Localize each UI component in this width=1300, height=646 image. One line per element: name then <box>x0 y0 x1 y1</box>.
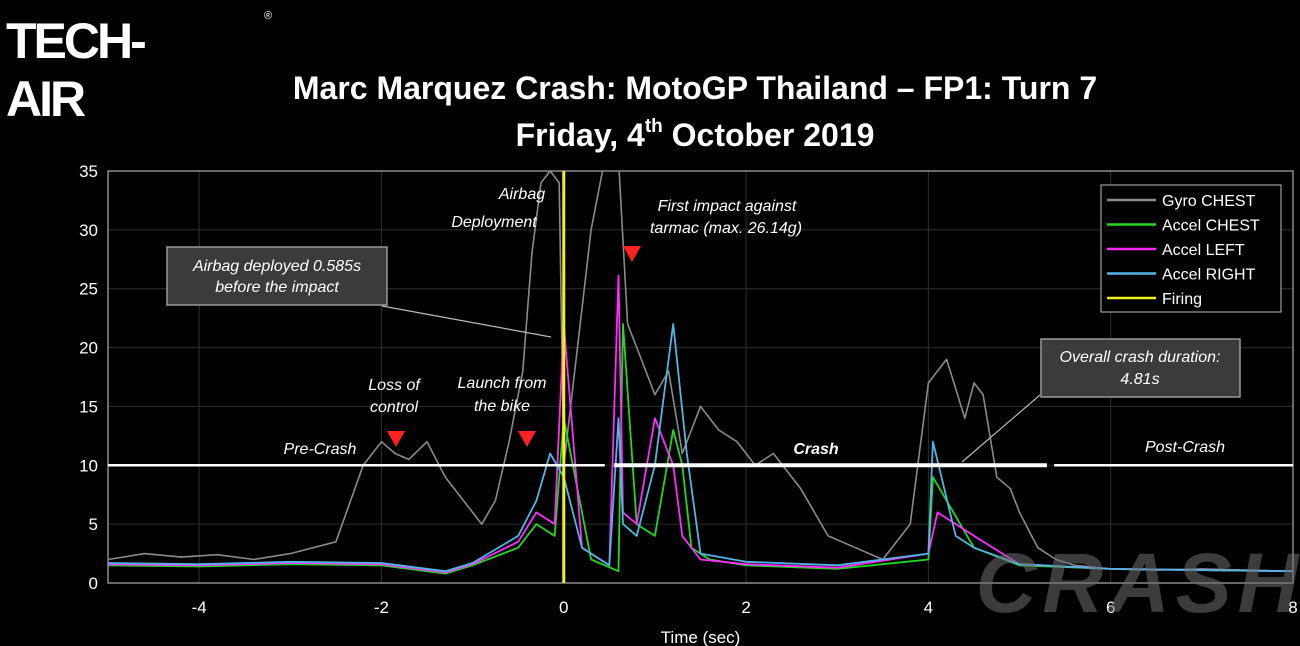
phase-label: Crash <box>793 441 839 458</box>
subtitle-prefix: Friday, 4 <box>515 117 645 153</box>
x-tick-label: 2 <box>741 598 750 617</box>
series-line-accel-right <box>108 323 1293 573</box>
series-line-gyro <box>108 171 1293 572</box>
phase-label: Pre-Crash <box>284 441 357 458</box>
y-tick-label: 25 <box>79 280 98 299</box>
legend-label: Gyro CHEST <box>1162 193 1256 210</box>
logo-text: TECH-AIR <box>6 13 147 127</box>
note-box-duration <box>1040 338 1241 398</box>
series-line-accel-chest <box>108 323 1293 575</box>
plot-frame <box>107 170 1294 584</box>
annotation-airbag-line1: Airbag <box>498 186 545 203</box>
y-tick-label: 10 <box>79 456 98 475</box>
x-tick-label: 8 <box>1288 598 1297 617</box>
note-duration-line1: Overall crash duration: <box>1060 349 1221 366</box>
series-line-accel-left <box>108 274 1293 574</box>
y-tick-label: 20 <box>79 339 98 358</box>
page-subtitle: Friday, 4th October 2019 <box>150 116 1240 154</box>
x-tick-label: 6 <box>1106 598 1115 617</box>
arrow-first-impact <box>623 246 641 262</box>
annotation-loss-line2: control <box>370 399 418 416</box>
y-tick-label: 30 <box>79 221 98 240</box>
x-tick-label: 0 <box>559 598 568 617</box>
arrow-launch <box>518 431 536 447</box>
page-title: Marc Marquez Crash: MotoGP Thailand – FP… <box>292 70 1098 106</box>
x-tick-label: -4 <box>192 598 207 617</box>
annotation-impact-line2: tarmac (max. 26.14g) <box>650 220 802 237</box>
series-group <box>108 171 1293 583</box>
legend-label: Accel CHEST <box>1162 218 1260 235</box>
arrow-loss-of-control <box>387 431 405 447</box>
legend-label: Accel RIGHT <box>1162 267 1256 284</box>
y-tick-label: 5 <box>89 515 98 534</box>
note-leader-duration <box>961 394 1041 463</box>
note-duration-line2: 4.81s <box>1120 371 1159 388</box>
subtitle-suffix: October 2019 <box>662 117 875 153</box>
legend-label: Firing <box>1162 291 1202 308</box>
annotation-launch-line2: the bike <box>474 398 530 415</box>
annotation-impact-line1: First impact against <box>658 198 797 215</box>
annotation-launch-line1: Launch from <box>458 375 547 392</box>
y-tick-label: 0 <box>89 574 98 593</box>
y-tick-label: 15 <box>79 397 98 416</box>
annotation-loss-line1: Loss of <box>368 377 421 394</box>
note-leader-airbag <box>381 305 552 338</box>
note-airbag-line2: before the impact <box>215 279 339 296</box>
annotation-airbag-line2: Deployment <box>451 214 537 231</box>
legend-label: Accel LEFT <box>1162 242 1245 259</box>
note-airbag-line1: Airbag deployed 0.585s <box>192 258 361 275</box>
x-tick-label: -2 <box>374 598 389 617</box>
crash-watermark: CRASH <box>976 536 1300 630</box>
subtitle-sup: th <box>644 116 663 137</box>
phase-label: Post-Crash <box>1145 439 1225 456</box>
x-tick-label: 4 <box>924 598 933 617</box>
note-box-airbag <box>166 246 388 306</box>
x-axis-label: Time (sec) <box>661 628 741 646</box>
y-tick-label: 35 <box>79 162 98 181</box>
logo-registered-mark: ® <box>264 10 273 22</box>
